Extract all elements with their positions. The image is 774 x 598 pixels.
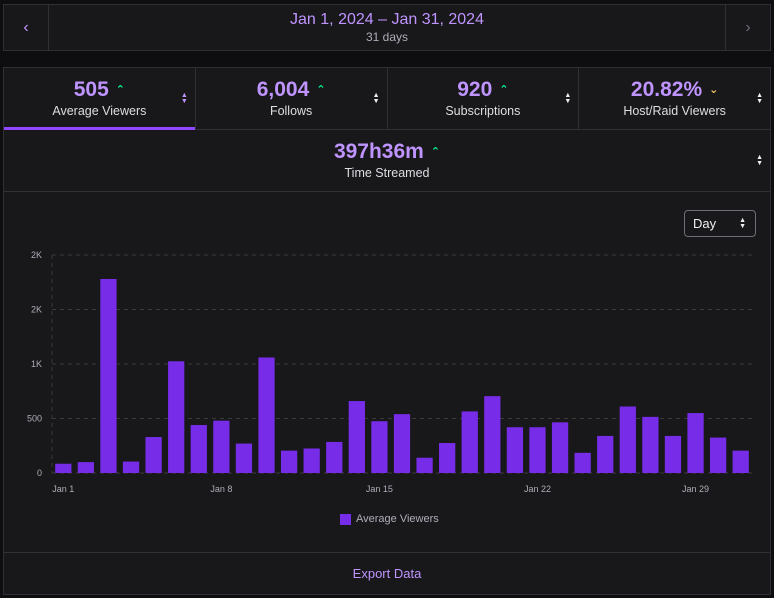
stat-value: 20.82%: [630, 78, 703, 101]
stat-value: 6,004: [256, 78, 310, 101]
trend-up-icon: ⌃: [316, 83, 326, 96]
legend-label: Average Viewers: [356, 513, 439, 525]
next-period-button[interactable]: ›: [725, 5, 770, 50]
export-data-link[interactable]: Export Data: [352, 566, 422, 581]
sort-arrows-icon[interactable]: ▲ ▼: [180, 91, 188, 105]
bar[interactable]: [619, 406, 636, 473]
stat-tab-follows[interactable]: 6,004 ⌃ Follows ▲ ▼: [196, 68, 388, 129]
date-range-days: 31 days: [365, 30, 409, 44]
x-tick-label: Jan 22: [524, 484, 551, 494]
average-viewers-bar-chart: 0 500 1K 2K 2K Jan 1 Jan 8 Jan 15 Jan 22 Jan 29: [27, 250, 752, 494]
y-tick-label: 500: [27, 414, 42, 424]
x-tick-label: Jan 1: [52, 484, 74, 494]
bar[interactable]: [168, 361, 185, 473]
y-tick-label: 2K: [31, 305, 42, 315]
y-tick-label: 1K: [31, 359, 42, 369]
bar[interactable]: [348, 401, 365, 473]
y-tick-label: 0: [37, 468, 42, 478]
sort-arrows-icon[interactable]: ▲ ▼: [756, 153, 763, 167]
date-range-display[interactable]: Jan 1, 2024 – Jan 31, 2024 31 days: [49, 5, 725, 50]
export-bar: Export Data: [4, 552, 770, 594]
bar[interactable]: [213, 420, 230, 473]
bar[interactable]: [642, 416, 659, 473]
sort-arrows-icon[interactable]: ▲ ▼: [564, 91, 572, 105]
trend-up-icon: ⌃: [499, 83, 509, 96]
date-range-text: Jan 1, 2024 – Jan 31, 2024: [290, 11, 484, 28]
stats-panel: 505 ⌃ Average Viewers ▲ ▼ 6,004 ⌃ Follows…: [3, 67, 771, 595]
trend-up-icon: ⌃: [115, 83, 125, 96]
trend-down-icon: ⌄: [709, 83, 719, 96]
bar[interactable]: [77, 462, 94, 473]
sort-arrows-icon[interactable]: ▲ ▼: [756, 91, 763, 105]
bar[interactable]: [303, 448, 320, 473]
stat-value: 397h36m: [333, 140, 424, 163]
stat-value: 920: [457, 78, 493, 101]
bar[interactable]: [732, 450, 749, 473]
bar[interactable]: [597, 435, 614, 473]
bar[interactable]: [100, 278, 117, 473]
stat-label: Average Viewers: [52, 104, 147, 118]
bar[interactable]: [55, 463, 72, 473]
stat-label: Subscriptions: [445, 104, 521, 118]
bar[interactable]: [439, 443, 456, 473]
stat-label: Time Streamed: [344, 166, 430, 180]
chart-area: Day ▲ ▼ 0 500 1K 2K 2K Jan 1 Jan 8 Jan 15 Jan 22 J…: [4, 192, 770, 552]
bar[interactable]: [235, 443, 253, 473]
x-tick-label: Jan 15: [366, 484, 393, 494]
granularity-value: Day: [693, 216, 717, 231]
bar[interactable]: [122, 461, 140, 473]
bar[interactable]: [687, 413, 704, 473]
y-tick-label: 2K: [31, 250, 42, 260]
bar[interactable]: [529, 427, 546, 473]
bar[interactable]: [326, 441, 343, 473]
granularity-select[interactable]: Day ▲ ▼: [684, 210, 756, 237]
bar[interactable]: [574, 452, 591, 473]
bar[interactable]: [416, 457, 433, 473]
stat-label: Follows: [269, 104, 313, 118]
bar[interactable]: [371, 421, 388, 473]
chart-legend[interactable]: Average Viewers: [340, 513, 439, 525]
date-range-bar: ‹ Jan 1, 2024 – Jan 31, 2024 31 days ›: [3, 4, 771, 51]
bar[interactable]: [461, 411, 478, 473]
previous-period-button[interactable]: ‹: [4, 5, 49, 50]
bar[interactable]: [393, 414, 411, 473]
x-tick-label: Jan 8: [210, 484, 232, 494]
stats-tabs: 505 ⌃ Average Viewers ▲ ▼ 6,004 ⌃ Follows…: [4, 68, 770, 130]
bar[interactable]: [190, 425, 207, 473]
stat-tab-average-viewers[interactable]: 505 ⌃ Average Viewers ▲ ▼: [4, 68, 196, 130]
stat-label: Host/Raid Viewers: [623, 104, 726, 118]
bar[interactable]: [145, 437, 162, 473]
stat-tab-host-raid-viewers[interactable]: 20.82% ⌄ Host/Raid Viewers ▲ ▼: [579, 68, 770, 129]
chevron-left-icon: ‹: [23, 18, 29, 36]
bar[interactable]: [506, 427, 524, 473]
bar[interactable]: [484, 396, 501, 473]
bar[interactable]: [664, 435, 682, 473]
legend-swatch: [340, 513, 351, 525]
trend-up-icon: ⌃: [430, 145, 441, 158]
bar[interactable]: [280, 450, 298, 473]
select-arrows-icon: ▲ ▼: [739, 216, 746, 230]
stat-tab-subscriptions[interactable]: 920 ⌃ Subscriptions ▲ ▼: [388, 68, 580, 129]
x-tick-label: Jan 29: [682, 484, 709, 494]
bar[interactable]: [710, 437, 727, 473]
stat-value: 505: [73, 78, 109, 101]
sort-arrows-icon[interactable]: ▲ ▼: [372, 91, 380, 105]
chevron-right-icon: ›: [745, 18, 751, 36]
bar[interactable]: [258, 357, 275, 473]
stat-tab-time-streamed[interactable]: 397h36m ⌃ Time Streamed ▲ ▼: [4, 130, 770, 192]
bar[interactable]: [551, 422, 569, 473]
